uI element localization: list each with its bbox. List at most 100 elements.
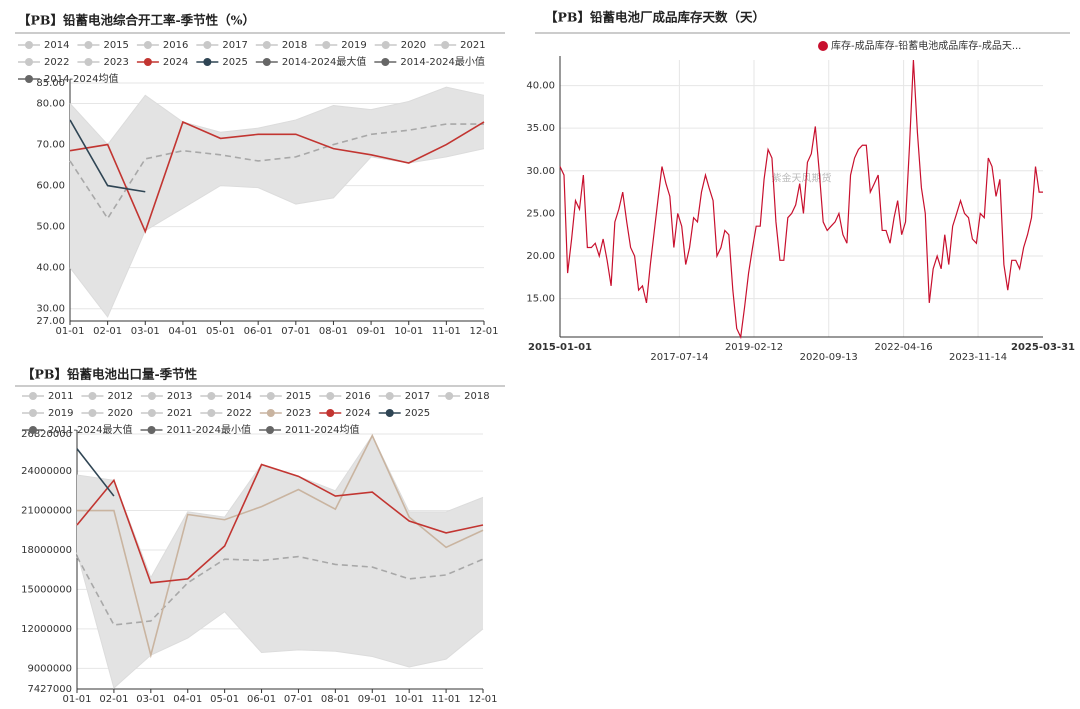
legend-icon [385, 409, 394, 417]
legend-label: 2017 [222, 40, 247, 51]
legend-icon [322, 41, 331, 49]
x-tick-label: 01-01 [55, 326, 84, 337]
x-tick-label: 2023-11-14 [949, 352, 1007, 363]
x-tick-label: 02-01 [99, 694, 128, 705]
band-edge [69, 123, 484, 220]
x-tick-label: 07-01 [284, 694, 313, 705]
x-tick-label: 06-01 [244, 326, 273, 337]
legend-label: 2017 [405, 391, 430, 402]
legend-icon [84, 58, 93, 66]
legend-label: 2014-2024最小值 [400, 55, 485, 68]
range-band [70, 87, 484, 317]
legend-label: 2018 [464, 391, 489, 402]
legend-label: 2025 [405, 408, 430, 419]
y-tick-label: 60.00 [36, 181, 65, 192]
x-tick-label: 10-01 [394, 326, 423, 337]
legend-icon [266, 426, 275, 434]
legend-label: 2016 [163, 40, 188, 51]
legend-label: 2024 [345, 408, 370, 419]
x-tick-label: 04-01 [168, 326, 197, 337]
legend-icon [147, 392, 156, 400]
x-tick-label: 10-01 [395, 694, 424, 705]
x-tick-label: 12-01 [469, 326, 498, 337]
legend-icon [88, 392, 97, 400]
legend-icon [441, 41, 450, 49]
legend-icon [29, 392, 37, 400]
series-line [76, 463, 484, 584]
legend-icon [29, 426, 37, 434]
legend-label: 2015 [103, 40, 128, 51]
legend-label: 2014-2024最大值 [282, 55, 367, 68]
legend-icon [29, 409, 37, 417]
legend-label: 2011 [48, 391, 73, 402]
x-tick-label: 2020-09-13 [800, 352, 858, 363]
x-tick-label: 11-01 [432, 694, 461, 705]
series-line [559, 59, 1043, 340]
y-tick-label: 20.00 [526, 251, 555, 262]
series-line [69, 119, 146, 193]
legend-icon [262, 58, 271, 66]
y-tick-label: 30.00 [526, 166, 555, 177]
x-tick-label: 08-01 [319, 326, 348, 337]
y-tick-label: 21000000 [21, 506, 72, 517]
y-tick-label: 25.00 [526, 208, 555, 219]
legend-icon [203, 41, 212, 49]
y-tick-label: 18000000 [21, 545, 72, 556]
x-tick-label: 03-01 [131, 326, 160, 337]
series-line [77, 433, 484, 659]
y-tick-label: 27.00 [36, 316, 65, 327]
legend-label: 2020 [107, 408, 132, 419]
legend-label: 2022 [44, 57, 69, 68]
legend-label: 库存-成品库存-铅蓄电池成品库存-成品天... [831, 39, 1021, 52]
legend-label: 2024 [163, 57, 188, 68]
y-tick-label: 26820000 [21, 429, 72, 440]
legend-label: 2011-2024均值 [285, 423, 360, 436]
legend-icon [25, 41, 33, 49]
legend-label: 2018 [282, 40, 307, 51]
x-tick-label: 09-01 [358, 694, 387, 705]
x-tick-label: 2019-02-12 [725, 342, 783, 353]
legend-icon [84, 41, 93, 49]
x-tick-label: 04-01 [173, 694, 202, 705]
y-tick-label: 35.00 [526, 123, 555, 134]
y-tick-label: 80.00 [36, 99, 65, 110]
y-tick-label: 40.00 [36, 263, 65, 274]
legend-icon [207, 409, 216, 417]
x-tick-label: 07-01 [281, 326, 310, 337]
legend-icon [143, 41, 152, 49]
legend-icon [381, 58, 390, 66]
legend-icon [326, 409, 335, 417]
legend-icon [147, 409, 156, 417]
legend-icon [381, 41, 390, 49]
legend-label: 2020 [401, 40, 426, 51]
y-tick-label: 24000000 [21, 466, 72, 477]
legend-icon [326, 392, 335, 400]
legend-label: 2012 [107, 391, 132, 402]
x-tick-label: 01-01 [62, 694, 91, 705]
band-edge [69, 148, 485, 318]
legend-icon [88, 409, 97, 417]
x-tick-label: 02-01 [93, 326, 122, 337]
y-tick-label: 15.00 [526, 294, 555, 305]
band-edge [76, 555, 484, 626]
x-tick-label: 11-01 [432, 326, 461, 337]
legend-label: 2011-2024最小值 [167, 423, 252, 436]
legend-icon [262, 41, 271, 49]
x-tick-label: 09-01 [357, 326, 386, 337]
legend-label: 2021 [167, 408, 192, 419]
y-tick-label: 7427000 [27, 684, 72, 695]
y-tick-label: 12000000 [21, 624, 72, 635]
y-tick-label: 50.00 [36, 222, 65, 233]
legend-icon [385, 392, 394, 400]
chart-title: 【PB】铅蓄电池综合开工率-季节性（%） [18, 13, 255, 28]
legend-label: 2019 [341, 40, 366, 51]
legend-icon [445, 392, 454, 400]
legend-icon [147, 426, 156, 434]
chart-title: 【PB】铅蓄电池厂成品库存天数（天） [545, 10, 765, 25]
legend-label: 2011-2024最大值 [48, 423, 133, 436]
watermark: 紫金天风期货 [772, 172, 832, 185]
legend-icon [25, 58, 33, 66]
y-tick-label: 85.00 [36, 78, 65, 89]
band-edge [76, 552, 484, 689]
